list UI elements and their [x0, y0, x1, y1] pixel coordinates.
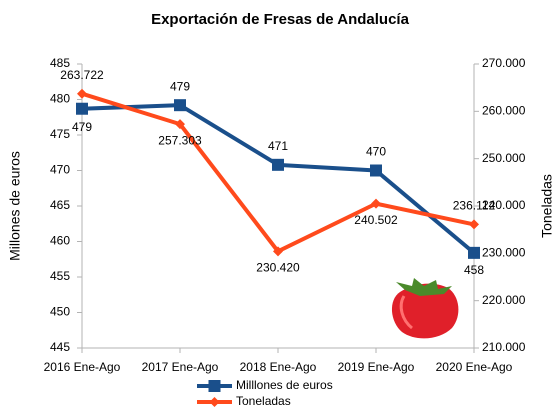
strawberry-image — [391, 278, 459, 339]
point — [175, 119, 185, 130]
data-label: 470 — [366, 145, 386, 159]
point — [468, 246, 480, 259]
legend-marker — [208, 380, 221, 392]
data-label: 240.502 — [354, 213, 398, 227]
x-tick-label: 2019 Ene-Ago — [338, 360, 415, 374]
legend-label: Milllones de euros — [236, 378, 333, 392]
y-tick-label: 445 — [50, 340, 70, 354]
y-tick-label: 480 — [50, 92, 70, 106]
data-label: 230.420 — [256, 261, 300, 275]
point — [174, 99, 186, 112]
y-tick-label: 460 — [50, 234, 70, 248]
y-tick-label: 470 — [50, 163, 70, 177]
x-tick-label: 2017 Ene-Ago — [142, 360, 219, 374]
y2-tick-label: 240.000 — [482, 198, 526, 212]
data-label: 458 — [464, 263, 484, 277]
point — [77, 88, 87, 99]
y2-tick-label: 210.000 — [482, 340, 526, 354]
series-line — [81, 91, 475, 254]
data-label: 257.303 — [158, 133, 202, 147]
data-label: 479 — [72, 120, 92, 134]
point — [469, 219, 479, 230]
legend-label: Toneladas — [236, 394, 291, 408]
y2-tick-label: 230.000 — [482, 246, 526, 260]
y-tick-label: 450 — [50, 305, 70, 319]
point — [370, 164, 382, 177]
data-label: 479 — [170, 79, 190, 93]
data-label: 263.722 — [60, 68, 104, 82]
x-tick-label: 2018 Ene-Ago — [240, 360, 317, 374]
y2-tick-label: 220.000 — [482, 293, 526, 307]
y-tick-label: 485 — [50, 56, 70, 70]
y-tick-label: 465 — [50, 198, 70, 212]
y2-tick-label: 270.000 — [482, 56, 526, 70]
y2-tick-label: 260.000 — [482, 104, 526, 118]
point — [273, 246, 283, 257]
data-label: 471 — [268, 139, 288, 153]
data-label: 236.112 — [453, 199, 496, 213]
point — [76, 102, 88, 115]
chart-title: Exportación de Fresas de Andalucía — [151, 11, 410, 28]
point — [371, 198, 381, 209]
y-tick-label: 475 — [50, 127, 70, 141]
y2-tick-label: 250.000 — [482, 151, 526, 165]
legend-marker — [209, 397, 220, 407]
y-tick-label: 455 — [50, 269, 70, 283]
x-tick-label: 2016 Ene-Ago — [44, 360, 121, 374]
y2-axis-title: Toneladas — [539, 174, 555, 238]
series-line — [81, 103, 476, 255]
x-tick-label: 2020 Ene-Ago — [436, 360, 513, 374]
point — [272, 158, 284, 171]
y-axis-title: Millones de euros — [7, 151, 23, 261]
